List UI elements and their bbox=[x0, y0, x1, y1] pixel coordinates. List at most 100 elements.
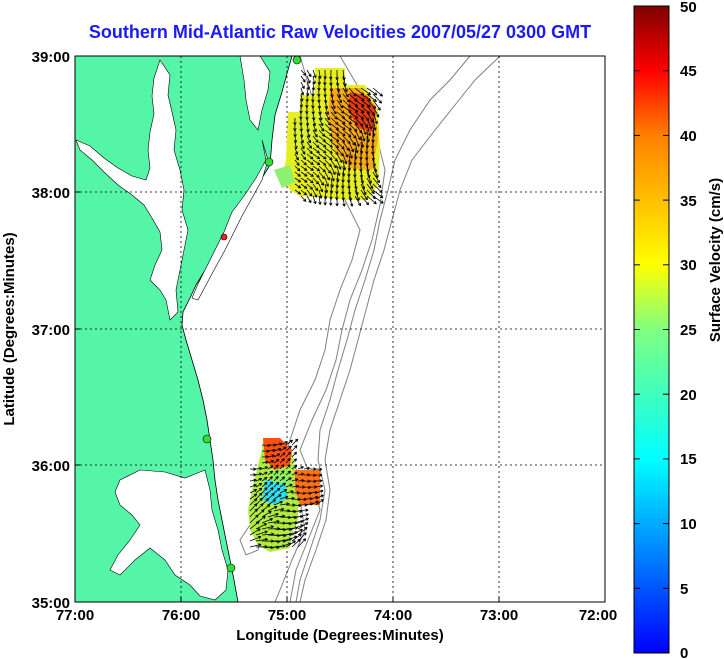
velocity-arrow bbox=[342, 153, 348, 165]
velocity-arrow bbox=[255, 523, 267, 530]
y-tick-label: 35:00 bbox=[32, 595, 70, 612]
pamlico-sound bbox=[109, 469, 229, 601]
velocity-arrow bbox=[306, 147, 313, 155]
colorbar-tick-label: 35 bbox=[680, 193, 697, 210]
velocity-arrow bbox=[372, 183, 383, 194]
velocity-arrow bbox=[306, 189, 313, 197]
velocity-arrow bbox=[261, 510, 272, 518]
velocity-arrow bbox=[366, 183, 375, 195]
velocity-arrow bbox=[306, 81, 310, 90]
velocity-arrow bbox=[300, 189, 307, 196]
velocity-arrow bbox=[294, 189, 302, 195]
velocity-arrow bbox=[306, 141, 313, 149]
velocity-arrow bbox=[318, 189, 323, 199]
velocity-arrow bbox=[249, 478, 257, 483]
velocity-arrow bbox=[312, 147, 320, 154]
velocity-arrow bbox=[279, 495, 289, 500]
velocity-arrow bbox=[273, 500, 283, 506]
velocity-arrow bbox=[300, 153, 307, 161]
velocity-arrow bbox=[306, 195, 312, 204]
velocity-arrow bbox=[294, 159, 300, 166]
velocity-arrow bbox=[366, 87, 378, 96]
velocity-arrow bbox=[360, 123, 367, 135]
velocity-arrow bbox=[324, 153, 333, 161]
velocity-arrow bbox=[342, 81, 348, 92]
velocity-arrow bbox=[372, 177, 382, 189]
colorbar-tick-label: 10 bbox=[680, 516, 697, 533]
velocity-arrow bbox=[306, 177, 314, 184]
velocity-arrow bbox=[306, 129, 311, 138]
velocity-arrow bbox=[312, 123, 317, 132]
velocity-arrow bbox=[291, 451, 298, 458]
velocity-arrow bbox=[261, 518, 274, 524]
velocity-arrow bbox=[306, 153, 314, 160]
velocity-arrow bbox=[318, 111, 323, 121]
velocity-arrow bbox=[342, 147, 349, 158]
velocity-arrow bbox=[315, 479, 323, 483]
velocity-arrow bbox=[312, 183, 319, 192]
velocity-arrow bbox=[297, 478, 305, 483]
velocity-arrow bbox=[261, 476, 268, 482]
velocity-arrow bbox=[267, 454, 275, 458]
station-marker bbox=[292, 56, 302, 65]
velocity-arrow bbox=[297, 538, 307, 548]
velocity-arrow bbox=[330, 159, 337, 169]
velocity-arrow bbox=[342, 87, 349, 98]
velocity-arrow bbox=[329, 195, 333, 206]
velocity-arrow bbox=[318, 177, 325, 186]
velocity-arrow bbox=[342, 195, 346, 207]
velocity-arrow bbox=[249, 493, 258, 500]
velocity-arrow bbox=[285, 490, 294, 494]
velocity-arrow bbox=[348, 147, 353, 159]
velocity-arrow bbox=[318, 183, 324, 193]
velocity-arrow bbox=[273, 464, 279, 470]
velocity-arrow bbox=[372, 189, 384, 199]
velocity-arrow bbox=[360, 129, 366, 142]
velocity-arrow bbox=[267, 492, 275, 500]
velocity-arrow bbox=[300, 165, 308, 171]
x-tick-label: 75:00 bbox=[268, 607, 306, 624]
velocity-arrow bbox=[330, 111, 338, 120]
velocity-arrow bbox=[324, 117, 331, 126]
velocity-arrow bbox=[318, 195, 322, 205]
velocity-arrow bbox=[312, 189, 318, 198]
velocity-arrow bbox=[261, 487, 268, 494]
velocity-arrow bbox=[336, 123, 346, 131]
colorbar-tick-label: 15 bbox=[680, 451, 697, 468]
velocity-arrow bbox=[291, 471, 298, 476]
velocity-arrow bbox=[360, 189, 368, 201]
velocity-arrow bbox=[318, 117, 324, 127]
velocity-arrow bbox=[315, 473, 323, 477]
velocity-arrow bbox=[342, 111, 352, 119]
velocity-arrow bbox=[249, 489, 258, 494]
station-marker bbox=[264, 157, 274, 167]
velocity-arrow bbox=[291, 438, 299, 446]
velocity-arrow bbox=[300, 69, 307, 76]
velocity-arrow bbox=[267, 476, 273, 482]
velocity-arrow bbox=[297, 532, 307, 542]
velocity-arrow bbox=[372, 195, 384, 204]
x-tick-label: 77:00 bbox=[56, 607, 94, 624]
station-marker bbox=[202, 434, 212, 444]
velocity-arrow bbox=[360, 87, 372, 96]
velocity-arrow bbox=[354, 141, 359, 154]
velocity-arrow bbox=[309, 467, 317, 471]
velocity-arrow bbox=[309, 500, 319, 506]
velocity-arrow bbox=[306, 75, 311, 84]
velocity-arrow bbox=[255, 466, 263, 471]
velocity-arrow bbox=[297, 526, 308, 536]
velocity-arrow bbox=[348, 141, 354, 153]
velocity-arrow bbox=[306, 171, 314, 177]
velocity-arrow bbox=[336, 159, 342, 170]
velocity-arrow bbox=[249, 543, 262, 548]
velocity-arrow bbox=[354, 189, 360, 201]
velocity-arrow bbox=[300, 81, 305, 90]
velocity-arrow bbox=[318, 129, 326, 137]
velocity-arrow bbox=[273, 475, 279, 482]
velocity-arrow bbox=[261, 492, 269, 500]
colorbar-tick-label: 0 bbox=[680, 645, 688, 659]
velocity-arrow bbox=[372, 87, 383, 97]
velocity-arrow bbox=[273, 447, 282, 452]
velocity-arrow bbox=[330, 99, 336, 110]
